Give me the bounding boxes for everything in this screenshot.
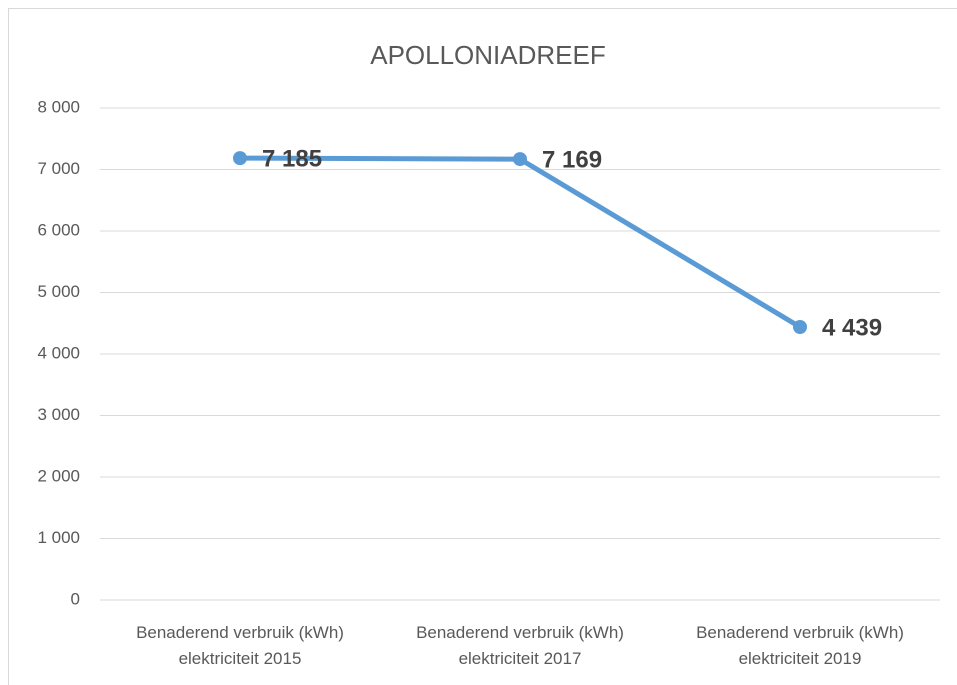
y-tick-label: 2 000 <box>37 466 80 485</box>
data-label: 4 439 <box>822 314 882 341</box>
y-tick-label: 7 000 <box>37 159 80 178</box>
y-tick-label: 0 <box>71 589 80 608</box>
y-tick-label: 6 000 <box>37 220 80 239</box>
data-label: 7 185 <box>262 145 322 172</box>
y-tick-label: 1 000 <box>37 528 80 547</box>
marker <box>233 151 247 166</box>
data-label: 7 169 <box>542 146 602 173</box>
x-tick-label: Benaderend verbruik (kWh) elektriciteit … <box>416 623 624 668</box>
y-tick-label: 5 000 <box>37 282 80 301</box>
chart-border <box>8 8 957 685</box>
line <box>239 155 802 330</box>
x-tick-label: Benaderend verbruik (kWh) elektriciteit … <box>696 623 904 668</box>
marker <box>793 320 807 335</box>
y-tick-label: 4 000 <box>37 343 80 362</box>
chart-title: APOLLONIADREEF <box>370 40 606 70</box>
y-tick-label: 3 000 <box>37 405 80 424</box>
x-tick-label: Benaderend verbruik (kWh) elektriciteit … <box>136 623 344 668</box>
y-tick-label: 8 000 <box>37 97 80 116</box>
marker <box>513 152 527 167</box>
